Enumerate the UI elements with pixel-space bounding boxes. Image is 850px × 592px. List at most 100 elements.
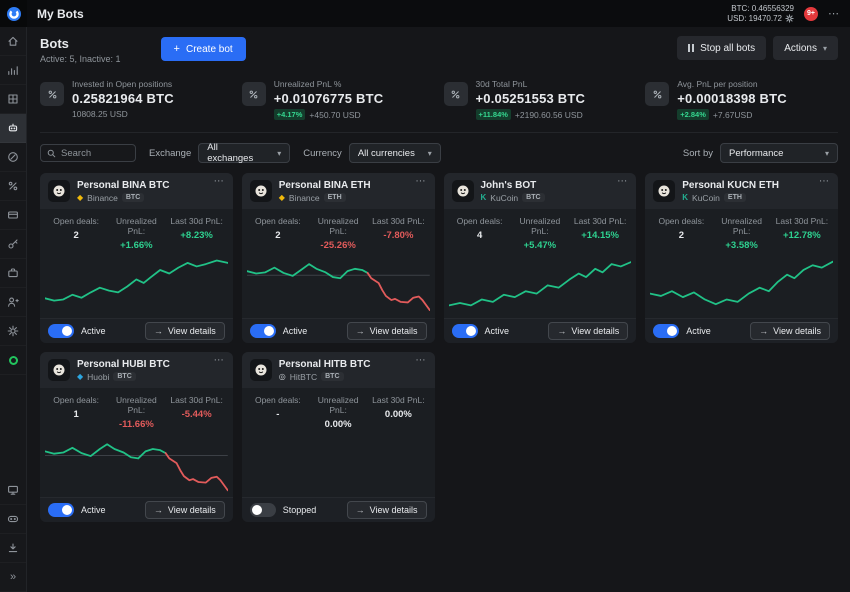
left-sidebar: » bbox=[0, 27, 27, 592]
gear-icon[interactable] bbox=[0, 317, 26, 346]
huobi-icon: ◆ bbox=[77, 371, 84, 381]
view-details-button[interactable]: → View details bbox=[548, 322, 629, 340]
green-status-icon[interactable] bbox=[0, 346, 26, 375]
top-bar: My Bots BTC: 0.46556329 USD: 19470.72 9+… bbox=[0, 0, 850, 27]
sort-by-select[interactable]: Performance ▾ bbox=[720, 143, 838, 163]
card-menu-button[interactable]: ⋯ bbox=[617, 176, 629, 187]
bot-icon[interactable] bbox=[0, 114, 26, 143]
arrow-right-icon: → bbox=[355, 326, 365, 336]
percent-icon[interactable] bbox=[0, 172, 26, 201]
exchange-select[interactable]: All exchanges ▾ bbox=[198, 142, 291, 164]
exchange-name: HitBTC bbox=[289, 371, 318, 382]
bot-card-header: Personal HITB BTC ◎ HitBTC BTC ⋯ bbox=[241, 352, 435, 388]
bots-subtitle: Active: 5, Inactive: 1 bbox=[40, 54, 121, 64]
gamepad-icon[interactable] bbox=[0, 505, 26, 534]
download-icon[interactable] bbox=[0, 534, 26, 563]
bot-card-stats: Open deals: 1 Unrealized PnL: -11.66% La… bbox=[40, 388, 233, 433]
bot-card-header: Personal BINA ETH ◆ Binance ETH ⋯ bbox=[241, 173, 435, 209]
open-deals-value: 1 bbox=[73, 409, 79, 420]
chevron-down-icon: ▾ bbox=[277, 148, 282, 158]
bot-status-label: Stopped bbox=[282, 505, 317, 515]
briefcase-icon[interactable] bbox=[0, 259, 26, 288]
chevrons-expand-icon[interactable]: » bbox=[0, 563, 26, 592]
filter-bar: Exchange All exchanges ▾ Currency All cu… bbox=[40, 132, 838, 164]
toggle-knob bbox=[251, 505, 262, 515]
last-30d-pnl-value: +8.23% bbox=[180, 230, 213, 241]
view-details-button[interactable]: → View details bbox=[346, 501, 427, 519]
bot-card-header: Personal KUCN ETH K KuCoin ETH ⋯ bbox=[645, 173, 838, 209]
bot-avatar bbox=[653, 180, 676, 202]
usd-balance: USD: 19470.72 bbox=[727, 13, 782, 23]
open-deals-value: 2 bbox=[275, 230, 281, 241]
bot-card: Personal BINA BTC ◆ Binance BTC ⋯ Open d… bbox=[40, 173, 233, 343]
bot-name: John's BOT bbox=[480, 179, 537, 191]
percent-box-icon bbox=[241, 82, 266, 106]
view-details-button[interactable]: → View details bbox=[144, 322, 225, 340]
exchange-name: Binance bbox=[288, 192, 320, 203]
create-bot-button[interactable]: + Create bot bbox=[160, 37, 246, 61]
arrow-right-icon: → bbox=[557, 326, 567, 336]
bot-active-toggle[interactable] bbox=[249, 324, 276, 338]
bot-card-header: Personal BINA BTC ◆ Binance BTC ⋯ bbox=[40, 173, 233, 209]
pct-badge: +11.84% bbox=[475, 109, 511, 120]
card-menu-button[interactable]: ⋯ bbox=[213, 355, 225, 366]
hitbtc-icon: ◎ bbox=[278, 371, 286, 381]
user-plus-icon[interactable] bbox=[0, 288, 26, 317]
key-icon[interactable] bbox=[0, 230, 26, 259]
home-icon[interactable] bbox=[0, 27, 26, 56]
bot-card: Personal BINA ETH ◆ Binance ETH ⋯ Open d… bbox=[241, 173, 435, 343]
notification-badge[interactable]: 9+ bbox=[804, 6, 818, 21]
percent-box-icon bbox=[443, 82, 468, 106]
unrealized-pnl-value: -25.26% bbox=[320, 240, 356, 251]
view-details-button[interactable]: → View details bbox=[346, 322, 427, 340]
view-details-button[interactable]: → View details bbox=[144, 501, 225, 519]
app-logo[interactable] bbox=[0, 0, 27, 27]
exchange-name: Binance bbox=[87, 192, 118, 203]
unrealized-pnl-value: 0.00% bbox=[324, 419, 352, 430]
search-input[interactable] bbox=[40, 144, 136, 162]
compass-icon[interactable] bbox=[0, 143, 26, 172]
card-menu-button[interactable]: ⋯ bbox=[819, 176, 830, 187]
grid-icon[interactable] bbox=[0, 85, 26, 114]
toggle-knob bbox=[465, 326, 476, 336]
bot-active-toggle[interactable] bbox=[653, 324, 680, 338]
exchange-name: Huobi bbox=[87, 371, 110, 382]
app-logo-icon bbox=[6, 6, 21, 21]
bot-active-toggle[interactable] bbox=[48, 324, 74, 338]
bot-card-footer: Active → View details bbox=[443, 318, 637, 343]
stop-all-bots-button[interactable]: Stop all bots bbox=[677, 36, 767, 60]
search-icon bbox=[47, 149, 56, 157]
bot-card-footer: Active → View details bbox=[645, 318, 838, 343]
last-30d-pnl-value: -7.80% bbox=[383, 230, 414, 241]
bot-performance-chart bbox=[45, 436, 228, 495]
bot-card-stats: Open deals: 4 Unrealized PnL: +5.47% Las… bbox=[444, 209, 637, 254]
currency-label: Currency bbox=[303, 147, 342, 159]
bot-performance-chart bbox=[45, 257, 228, 316]
pair-badge: BTC bbox=[121, 193, 145, 202]
currency-select[interactable]: All currencies ▾ bbox=[348, 143, 441, 163]
ellipsis-menu-icon[interactable]: ⋯ bbox=[828, 8, 840, 20]
monitor-icon[interactable] bbox=[0, 476, 26, 505]
wallet-icon[interactable] bbox=[0, 201, 26, 230]
bot-card-stats: Open deals: 2 Unrealized PnL: +3.58% Las… bbox=[645, 209, 838, 254]
bot-status-label: Active bbox=[686, 326, 711, 336]
bot-card: Personal HUBI BTC ◆ Huobi BTC ⋯ Open dea… bbox=[40, 352, 233, 522]
bot-performance-chart bbox=[247, 257, 430, 316]
bot-status-label: Active bbox=[81, 326, 106, 336]
bot-active-toggle[interactable] bbox=[451, 324, 478, 338]
card-menu-button[interactable]: ⋯ bbox=[415, 355, 427, 366]
toggle-knob bbox=[263, 326, 274, 336]
card-menu-button[interactable]: ⋯ bbox=[213, 176, 225, 187]
bot-active-toggle[interactable] bbox=[48, 503, 74, 517]
bot-avatar bbox=[451, 180, 474, 202]
card-menu-button[interactable]: ⋯ bbox=[415, 176, 427, 187]
view-details-button[interactable]: → View details bbox=[750, 322, 830, 340]
last-30d-pnl-value: +14.15% bbox=[581, 230, 620, 241]
pair-badge: BTC bbox=[321, 372, 344, 381]
chart-icon[interactable] bbox=[0, 56, 26, 85]
actions-dropdown-button[interactable]: Actions ▾ bbox=[773, 36, 838, 60]
bot-active-toggle[interactable] bbox=[249, 503, 276, 517]
bot-card-footer: Active → View details bbox=[40, 318, 233, 343]
settings-gear-icon[interactable] bbox=[785, 14, 794, 23]
account-balances: BTC: 0.46556329 USD: 19470.72 bbox=[727, 4, 794, 24]
